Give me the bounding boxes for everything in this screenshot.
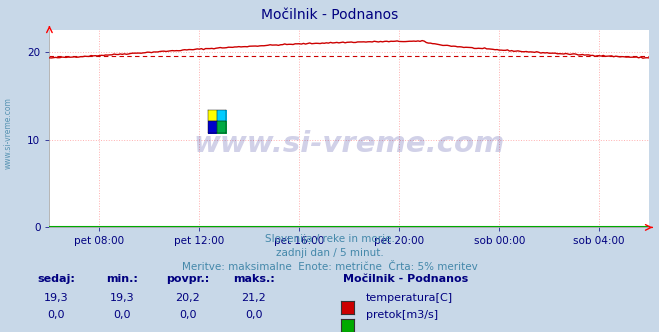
Text: Močilnik - Podnanos: Močilnik - Podnanos — [343, 274, 468, 284]
Text: 0,0: 0,0 — [113, 310, 130, 320]
Text: Močilnik - Podnanos: Močilnik - Podnanos — [261, 8, 398, 22]
Text: 0,0: 0,0 — [47, 310, 65, 320]
Text: sedaj:: sedaj: — [37, 274, 75, 284]
Text: pretok[m3/s]: pretok[m3/s] — [366, 310, 438, 320]
Text: zadnji dan / 5 minut.: zadnji dan / 5 minut. — [275, 248, 384, 258]
Text: min.:: min.: — [106, 274, 138, 284]
Text: 0,0: 0,0 — [179, 310, 196, 320]
Text: www.si-vreme.com: www.si-vreme.com — [4, 97, 13, 169]
Text: povpr.:: povpr.: — [166, 274, 210, 284]
Text: 19,3: 19,3 — [109, 293, 134, 303]
Text: www.si-vreme.com: www.si-vreme.com — [194, 130, 505, 158]
Text: 21,2: 21,2 — [241, 293, 266, 303]
Text: 0,0: 0,0 — [245, 310, 262, 320]
Text: temperatura[C]: temperatura[C] — [366, 293, 453, 303]
Text: Slovenija / reke in morje.: Slovenija / reke in morje. — [264, 234, 395, 244]
Text: maks.:: maks.: — [233, 274, 275, 284]
Text: Meritve: maksimalne  Enote: metrične  Črta: 5% meritev: Meritve: maksimalne Enote: metrične Črta… — [182, 262, 477, 272]
Text: 20,2: 20,2 — [175, 293, 200, 303]
Text: 19,3: 19,3 — [43, 293, 69, 303]
